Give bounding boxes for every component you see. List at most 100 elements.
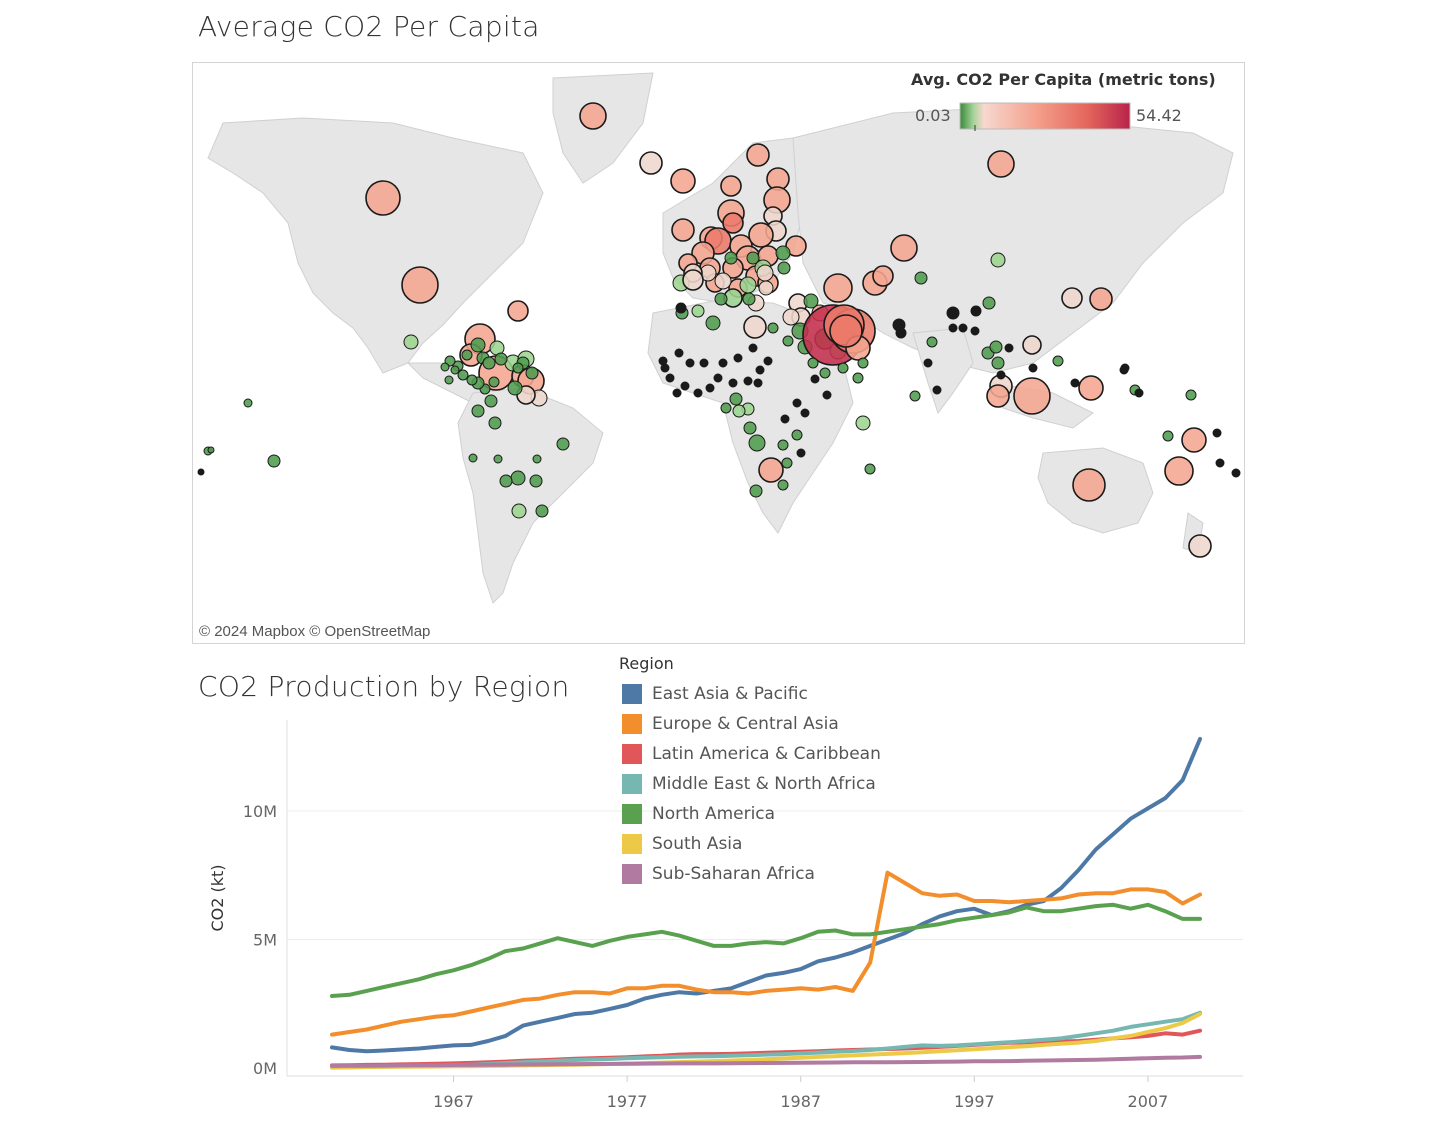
series-line-europe-central-asia[interactable] — [330, 870, 1202, 1037]
country-bubble[interactable] — [810, 374, 820, 384]
country-bubble[interactable] — [532, 454, 542, 464]
country-bubble[interactable] — [691, 304, 705, 318]
country-bubble[interactable] — [728, 378, 738, 388]
country-bubble[interactable] — [909, 390, 921, 402]
legend-entry[interactable]: Europe & Central Asia — [622, 713, 839, 735]
country-bubble[interactable] — [996, 370, 1006, 380]
country-bubble[interactable] — [658, 356, 668, 366]
country-bubble[interactable] — [511, 503, 527, 519]
country-bubble[interactable] — [720, 402, 732, 414]
country-bubble[interactable] — [494, 352, 508, 366]
legend-entry[interactable]: East Asia & Pacific — [622, 683, 808, 705]
country-bubble[interactable] — [461, 349, 473, 361]
country-bubble[interactable] — [457, 369, 469, 381]
country-bubble[interactable] — [639, 151, 663, 175]
country-bubble[interactable] — [970, 305, 982, 317]
country-bubble[interactable] — [1028, 363, 1038, 373]
country-bubble[interactable] — [742, 292, 756, 306]
country-bubble[interactable] — [512, 362, 524, 374]
country-bubble[interactable] — [699, 358, 709, 368]
country-bubble[interactable] — [682, 269, 704, 291]
country-bubble[interactable] — [493, 454, 503, 464]
country-bubble[interactable] — [720, 175, 742, 197]
country-bubble[interactable] — [746, 143, 770, 167]
country-bubble[interactable] — [733, 353, 743, 363]
legend-entry[interactable]: North America — [622, 803, 775, 825]
country-bubble[interactable] — [450, 365, 460, 375]
country-bubble[interactable] — [792, 398, 802, 408]
country-bubble[interactable] — [767, 322, 779, 334]
country-bubble[interactable] — [1004, 343, 1014, 353]
country-bubble[interactable] — [775, 245, 791, 261]
country-bubble[interactable] — [724, 251, 738, 265]
country-bubble[interactable] — [970, 326, 980, 336]
country-bubble[interactable] — [948, 323, 958, 333]
country-bubble[interactable] — [197, 468, 205, 476]
country-bubble[interactable] — [466, 374, 478, 386]
legend-entry[interactable]: Sub-Saharan Africa — [622, 863, 815, 885]
country-bubble[interactable] — [758, 280, 774, 296]
country-bubble[interactable] — [729, 392, 743, 406]
country-bubble[interactable] — [763, 356, 773, 366]
country-bubble[interactable] — [718, 358, 728, 368]
country-bubble[interactable] — [482, 356, 496, 370]
country-bubble[interactable] — [1231, 468, 1241, 478]
country-bubble[interactable] — [665, 373, 675, 383]
country-bubble[interactable] — [705, 315, 721, 331]
country-bubble[interactable] — [780, 414, 790, 424]
country-bubble[interactable] — [713, 373, 723, 383]
country-bubble[interactable] — [777, 439, 789, 451]
country-bubble[interactable] — [872, 265, 894, 287]
country-bubble[interactable] — [267, 454, 281, 468]
country-bubble[interactable] — [507, 380, 523, 396]
country-bubble[interactable] — [926, 336, 938, 348]
country-bubble[interactable] — [852, 372, 864, 384]
country-bubble[interactable] — [777, 479, 789, 491]
country-bubble[interactable] — [807, 357, 819, 369]
country-bubble[interactable] — [990, 252, 1006, 268]
world-map[interactable]: Avg. CO2 Per Capita (metric tons) 0.03 5… — [192, 62, 1245, 644]
country-bubble[interactable] — [991, 356, 1005, 370]
country-bubble[interactable] — [890, 234, 918, 262]
country-bubble[interactable] — [243, 398, 253, 408]
country-bubble[interactable] — [579, 102, 607, 130]
country-bubble[interactable] — [1072, 468, 1106, 502]
country-bubble[interactable] — [1078, 375, 1104, 401]
country-bubble[interactable] — [1164, 456, 1194, 486]
country-bubble[interactable] — [755, 365, 765, 375]
country-bubble[interactable] — [556, 437, 570, 451]
country-bubble[interactable] — [782, 335, 794, 347]
country-bubble[interactable] — [743, 315, 767, 339]
country-bubble[interactable] — [444, 375, 454, 385]
country-bubble[interactable] — [923, 358, 933, 368]
country-bubble[interactable] — [748, 222, 774, 248]
country-bubble[interactable] — [1052, 355, 1064, 367]
country-bubble[interactable] — [785, 235, 807, 257]
country-bubble[interactable] — [753, 378, 763, 388]
series-line-sub-saharan-africa[interactable] — [330, 1054, 1202, 1068]
legend-entry[interactable]: South Asia — [622, 833, 742, 855]
country-bubble[interactable] — [1089, 287, 1113, 311]
country-bubble[interactable] — [693, 388, 703, 398]
country-bubble[interactable] — [987, 150, 1015, 178]
country-bubble[interactable] — [674, 348, 684, 358]
country-bubble[interactable] — [488, 376, 500, 388]
country-bubble[interactable] — [1212, 428, 1222, 438]
country-bubble[interactable] — [401, 266, 439, 304]
country-bubble[interactable] — [855, 415, 871, 431]
country-bubble[interactable] — [1188, 534, 1212, 558]
country-bubble[interactable] — [499, 474, 513, 488]
country-bubble[interactable] — [958, 323, 968, 333]
country-bubble[interactable] — [1119, 365, 1129, 375]
country-bubble[interactable] — [796, 448, 806, 458]
country-bubble[interactable] — [932, 385, 942, 395]
country-bubble[interactable] — [488, 416, 502, 430]
country-bubble[interactable] — [822, 390, 832, 400]
country-bubble[interactable] — [507, 300, 529, 322]
country-bubble[interactable] — [1162, 430, 1174, 442]
country-bubble[interactable] — [403, 334, 419, 350]
map-bubbles[interactable] — [197, 102, 1241, 558]
country-bubble[interactable] — [470, 337, 486, 353]
country-bubble[interactable] — [819, 367, 831, 379]
